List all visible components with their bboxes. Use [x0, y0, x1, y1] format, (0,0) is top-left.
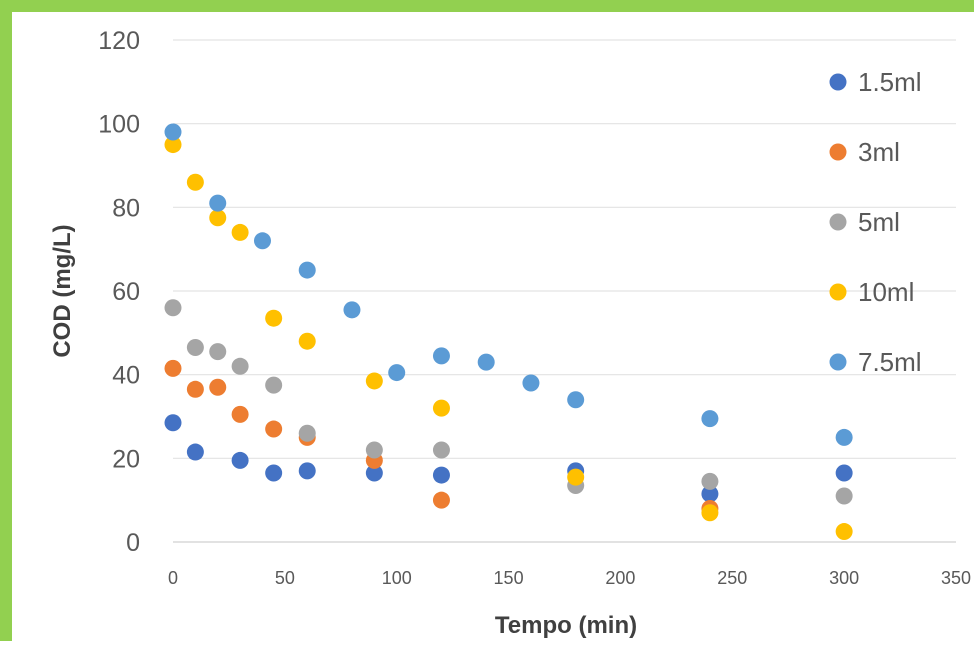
y-axis-title: COD (mg/L)	[49, 224, 76, 357]
data-point	[186, 380, 204, 398]
data-point	[477, 353, 495, 371]
legend-label: 1.5ml	[858, 67, 922, 97]
data-point	[835, 487, 853, 505]
legend-marker	[829, 353, 847, 371]
data-point	[701, 485, 719, 503]
legend-item: 10ml	[829, 277, 914, 307]
data-point	[522, 374, 540, 392]
data-point	[835, 464, 853, 482]
data-point	[388, 364, 406, 382]
data-point	[835, 428, 853, 446]
x-tick-label: 0	[168, 568, 178, 588]
y-tick-label: 60	[112, 278, 140, 306]
y-axis-ticks: 0 20 40 60 80 100 120	[98, 27, 140, 557]
data-point	[432, 441, 450, 459]
data-point	[432, 347, 450, 365]
legend-label: 7.5ml	[858, 347, 922, 377]
data-point	[432, 491, 450, 509]
legend-marker	[829, 283, 847, 301]
series-2	[164, 299, 853, 505]
data-point	[298, 332, 316, 350]
data-point	[209, 343, 227, 361]
y-tick-label: 40	[112, 362, 140, 390]
y-tick-label: 100	[98, 111, 140, 139]
data-point	[164, 136, 182, 154]
data-point	[835, 523, 853, 541]
data-point	[432, 399, 450, 417]
data-point	[365, 372, 383, 390]
data-point	[265, 420, 283, 438]
legend-item: 1.5ml	[829, 67, 922, 97]
x-axis-title: Tempo (min)	[495, 612, 637, 639]
data-point	[298, 261, 316, 279]
x-tick-label: 300	[829, 568, 859, 588]
series-1	[164, 359, 719, 518]
data-point	[164, 299, 182, 317]
data-point	[365, 464, 383, 482]
data-point	[265, 309, 283, 327]
x-tick-label: 350	[941, 568, 971, 588]
data-point	[231, 451, 249, 469]
data-point	[432, 466, 450, 484]
data-point	[701, 410, 719, 428]
legend-label: 5ml	[858, 207, 900, 237]
data-point	[186, 338, 204, 356]
legend-marker	[829, 213, 847, 231]
x-tick-label: 50	[275, 568, 295, 588]
series-4	[164, 123, 853, 446]
legend-item: 7.5ml	[829, 347, 922, 377]
series-0	[164, 414, 853, 503]
data-point	[186, 443, 204, 461]
data-point	[265, 376, 283, 394]
data-point	[209, 209, 227, 227]
legend-label: 3ml	[858, 137, 900, 167]
legend-marker	[829, 143, 847, 161]
data-point	[231, 223, 249, 241]
data-point	[231, 405, 249, 423]
legend: 1.5ml 3ml 5ml 10ml 7.5ml	[829, 67, 922, 377]
data-point	[186, 173, 204, 191]
data-point	[343, 301, 361, 319]
data-point	[164, 359, 182, 377]
data-point	[253, 232, 271, 250]
x-tick-label: 150	[494, 568, 524, 588]
x-tick-label: 250	[717, 568, 747, 588]
y-tick-label: 0	[126, 529, 140, 557]
data-point	[365, 441, 383, 459]
data-point	[567, 391, 585, 409]
data-point	[164, 414, 182, 432]
y-tick-label: 80	[112, 194, 140, 222]
scatter-chart: 0 20 40 60 80 100 120 0 50 100 150 200 250 300 350 CO…	[49, 27, 971, 639]
legend-label: 10ml	[858, 277, 914, 307]
data-point	[164, 123, 182, 141]
gridlines	[173, 39, 956, 459]
series-3	[164, 136, 853, 541]
y-tick-label: 20	[112, 445, 140, 473]
data-point	[209, 378, 227, 396]
data-points	[164, 123, 853, 541]
data-point	[298, 462, 316, 480]
data-point	[567, 468, 585, 486]
data-point	[209, 194, 227, 212]
legend-item: 3ml	[829, 137, 900, 167]
legend-marker	[829, 73, 847, 91]
data-point	[701, 504, 719, 522]
x-axis-ticks: 0 50 100 150 200 250 300 350	[168, 568, 971, 588]
y-tick-label: 120	[98, 27, 140, 55]
data-point	[701, 472, 719, 490]
legend-item: 5ml	[829, 207, 900, 237]
x-tick-label: 200	[605, 568, 635, 588]
data-point	[298, 424, 316, 442]
data-point	[265, 464, 283, 482]
x-tick-label: 100	[382, 568, 412, 588]
data-point	[231, 357, 249, 375]
